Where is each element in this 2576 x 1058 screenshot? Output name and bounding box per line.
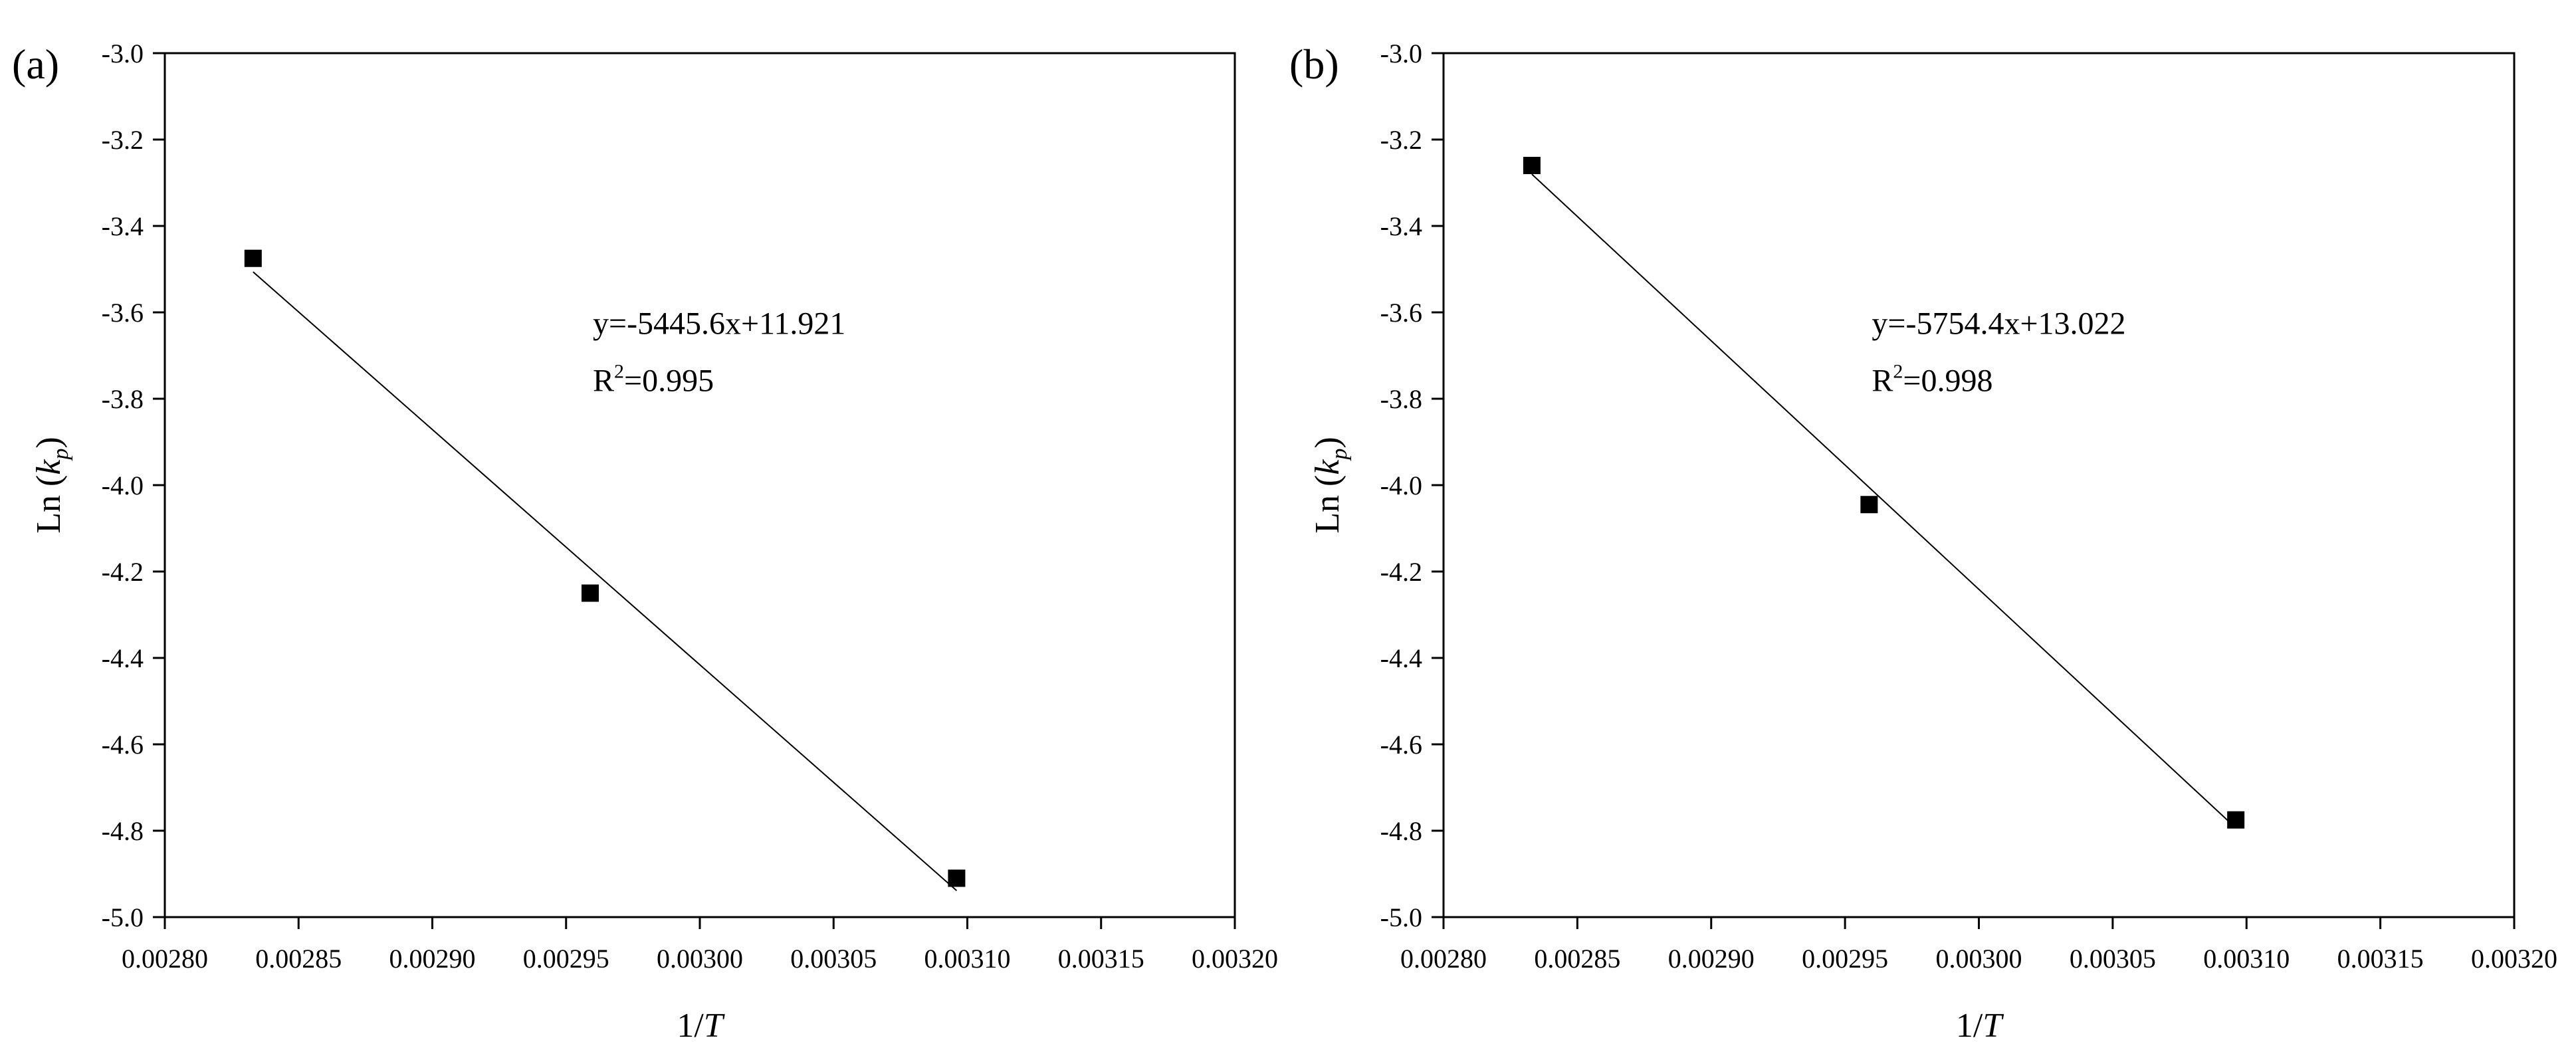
x-tick-label: 0.00280: [1400, 944, 1487, 974]
fit-equation: y=-5754.4x+13.022: [1872, 306, 2125, 342]
x-axis-label-variable: T: [1983, 1007, 2004, 1045]
chart-panel-a: (a) 0.00280 0.00285 0.00290 0.00295 0.00300 0.…: [12, 39, 1278, 1045]
y-axis-label: Ln (kp): [1309, 437, 1352, 534]
x-tick-label: 0.00285: [1534, 944, 1620, 974]
x-tick-label: 0.00280: [122, 944, 208, 974]
x-tick-label: 0.00310: [2203, 944, 2290, 974]
y-tick-label: -3.8: [102, 384, 144, 414]
x-tick-label: 0.00300: [1936, 944, 2022, 974]
y-tick-label: -4.8: [102, 816, 144, 846]
x-axis-label-prefix: 1/: [677, 1007, 704, 1045]
y-tick-label: -5.0: [102, 902, 144, 932]
x-tick-label: 0.00305: [790, 944, 877, 974]
fit-line: [1531, 173, 2236, 829]
y-axis-label-subscript: p: [49, 449, 73, 461]
y-axis-label-suffix: ): [30, 437, 68, 448]
y-tick-label: -4.2: [102, 557, 144, 587]
y-axis-label: Ln (kp): [30, 437, 73, 534]
x-tick-label: 0.00295: [523, 944, 609, 974]
x-tick-label: 0.00295: [1802, 944, 1888, 974]
panel-label: (b): [1289, 41, 1339, 88]
data-point: [1523, 157, 1541, 174]
y-tick-label: -3.8: [1380, 384, 1422, 414]
y-tick-label: -3.0: [1380, 39, 1422, 68]
y-tick-label: -4.6: [102, 730, 144, 760]
y-tick-label: -3.6: [102, 298, 144, 328]
y-axis-label-prefix: Ln (: [1309, 475, 1346, 534]
y-axis-label-variable: k: [30, 459, 68, 475]
r-squared: R2=0.995: [593, 361, 714, 399]
y-tick-label: -4.4: [102, 643, 144, 673]
y-tick-label: -4.0: [102, 471, 144, 500]
x-tick-label: 0.00310: [924, 944, 1011, 974]
data-point: [948, 869, 966, 887]
y-tick-label: -4.4: [1380, 643, 1422, 673]
r-squared-label: R: [1872, 364, 1893, 399]
r-squared-superscript: 2: [614, 361, 624, 383]
x-tick-label: 0.00290: [389, 944, 476, 974]
x-tick-label: 0.00320: [1192, 944, 1278, 974]
y-axis-label-variable: k: [1309, 459, 1346, 475]
x-axis-label-prefix: 1/: [1956, 1007, 1983, 1045]
x-tick-label: 0.00285: [255, 944, 342, 974]
x-axis-label: 1/T: [677, 1007, 724, 1045]
plot-frame: [163, 52, 1236, 918]
y-tick-label: -3.4: [1380, 211, 1422, 241]
y-tick-label: -3.6: [1380, 298, 1422, 328]
panel-label: (a): [12, 41, 59, 88]
data-point: [581, 584, 599, 602]
y-axis-label-subscript: p: [1327, 449, 1352, 461]
r-squared-value: =0.995: [624, 364, 714, 399]
fit-equation: y=-5445.6x+11.921: [593, 306, 845, 342]
fit-line: [253, 271, 958, 891]
r-squared: R2=0.998: [1872, 361, 1992, 399]
y-tick-label: -3.4: [102, 211, 144, 241]
x-tick-label: 0.00305: [2070, 944, 2156, 974]
r-squared-superscript: 2: [1893, 361, 1903, 383]
data-point: [2227, 811, 2245, 829]
x-tick-label: 0.00300: [657, 944, 743, 974]
x-axis-label: 1/T: [1956, 1007, 2004, 1045]
r-squared-value: =0.998: [1903, 364, 1992, 399]
data-point: [1860, 496, 1878, 514]
y-axis-label-prefix: Ln (: [30, 475, 68, 534]
y-tick-label: -3.2: [102, 125, 144, 155]
y-tick-label: -5.0: [1380, 902, 1422, 932]
r-squared-label: R: [593, 364, 614, 399]
y-tick-label: -4.8: [1380, 816, 1422, 846]
y-tick-label: -4.6: [1380, 730, 1422, 760]
y-tick-label: -3.2: [1380, 125, 1422, 155]
y-tick-label: -3.0: [102, 39, 144, 68]
plot-frame: [1442, 52, 2516, 918]
x-tick-label: 0.00315: [1058, 944, 1144, 974]
x-axis-label-variable: T: [704, 1007, 725, 1045]
x-tick-label: 0.00320: [2471, 944, 2557, 974]
y-axis-label-suffix: ): [1309, 437, 1346, 448]
chart-panel-b: (b) 0.00280 0.00285 0.00290 0.00295 0.00300 0.…: [1289, 39, 2557, 1045]
x-tick-label: 0.00290: [1668, 944, 1755, 974]
x-tick-label: 0.00315: [2337, 944, 2424, 974]
y-tick-label: -4.2: [1380, 557, 1422, 587]
data-point: [244, 249, 262, 267]
y-tick-label: -4.0: [1380, 471, 1422, 500]
